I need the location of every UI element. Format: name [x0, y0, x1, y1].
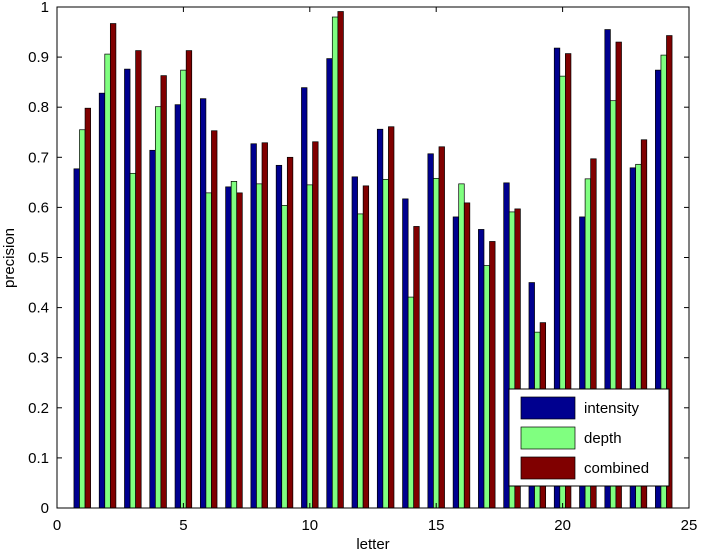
bar-depth-7 [230, 181, 238, 509]
bar-depth-2 [104, 53, 111, 509]
bar-intensity-7 [225, 186, 232, 509]
bar-depth-8 [256, 183, 263, 509]
bar-intensity-8 [250, 143, 257, 509]
x-tick-label: 20 [554, 517, 571, 534]
bar-combined-17 [489, 241, 496, 509]
bar-combined-16 [463, 202, 471, 509]
bar-combined-3 [135, 50, 142, 509]
bar-combined-6 [211, 130, 218, 509]
bar-depth-10 [306, 184, 313, 509]
bar-depth-6 [205, 192, 212, 509]
bar-intensity-6 [199, 98, 207, 509]
bar-intensity-17 [478, 229, 485, 509]
y-axis-label: precision [1, 228, 18, 288]
bar-depth-9 [281, 205, 288, 509]
y-tick-label: 0.9 [28, 49, 49, 66]
bar-combined-12 [362, 185, 370, 509]
bar-intensity-14 [402, 198, 409, 509]
x-tick-label: 5 [179, 517, 187, 534]
y-tick-label: 0 [41, 500, 49, 517]
bar-depth-13 [382, 178, 389, 509]
bar-depth-14 [407, 296, 415, 509]
bar-intensity-2 [98, 92, 106, 509]
y-tick-label: 0.2 [28, 400, 49, 417]
legend-swatch-intensity [520, 396, 576, 420]
bar-intensity-5 [174, 104, 181, 509]
bar-combined-11 [337, 11, 344, 509]
bar-combined-1 [84, 107, 91, 509]
legend-swatch-combined [520, 456, 576, 480]
x-tick-label: 10 [301, 517, 318, 534]
bar-intensity-12 [351, 176, 358, 509]
x-tick-label: 25 [681, 517, 698, 534]
plot-frame [56, 6, 690, 509]
bar-depth-5 [180, 69, 187, 509]
x-axis-label: letter [356, 536, 389, 553]
bar-combined-4 [160, 75, 167, 509]
bar-depth-11 [331, 16, 339, 509]
bar-combined-5 [185, 50, 193, 509]
bar-depth-15 [433, 177, 440, 509]
bar-combined-8 [261, 142, 268, 509]
legend: intensity depth combined [508, 388, 670, 487]
bar-intensity-3 [124, 68, 131, 509]
bar-combined-15 [438, 146, 445, 509]
bar-depth-3 [129, 172, 136, 509]
y-tick-label: 0.5 [28, 250, 49, 267]
bar-depth-16 [458, 183, 465, 509]
legend-label-combined: combined [584, 460, 649, 477]
bar-intensity-16 [452, 216, 460, 509]
bar-depth-12 [357, 213, 364, 509]
bar-intensity-13 [376, 128, 384, 509]
y-tick-label: 0.3 [28, 350, 49, 367]
bar-intensity-18 [503, 182, 510, 509]
legend-label-depth: depth [584, 430, 622, 447]
bar-combined-10 [312, 141, 319, 509]
bar-combined-2 [109, 23, 117, 509]
bar-intensity-4 [149, 149, 156, 509]
legend-label-intensity: intensity [584, 400, 640, 417]
bar-intensity-10 [301, 87, 308, 509]
bar-intensity-9 [275, 164, 283, 509]
bar-depth-4 [154, 106, 162, 509]
y-tick-label: 0.7 [28, 149, 49, 166]
bar-combined-14 [413, 226, 420, 509]
y-tick-label: 1 [41, 0, 49, 16]
bar-depth-17 [483, 265, 490, 509]
x-tick-label: 0 [53, 517, 61, 534]
bar-depth-1 [79, 129, 86, 509]
y-tick-label: 0.8 [28, 99, 49, 116]
bar-combined-7 [236, 192, 243, 509]
bar-intensity-1 [73, 168, 80, 509]
y-tick-label: 0.1 [28, 450, 49, 467]
bar-combined-13 [388, 126, 395, 509]
legend-swatch-depth [520, 426, 576, 450]
y-tick-label: 0.6 [28, 199, 49, 216]
bar-combined-9 [286, 156, 294, 509]
y-tick-label: 0.4 [28, 300, 49, 317]
bar-intensity-11 [326, 58, 333, 509]
bar-intensity-15 [427, 153, 434, 509]
x-tick-label: 15 [428, 517, 445, 534]
